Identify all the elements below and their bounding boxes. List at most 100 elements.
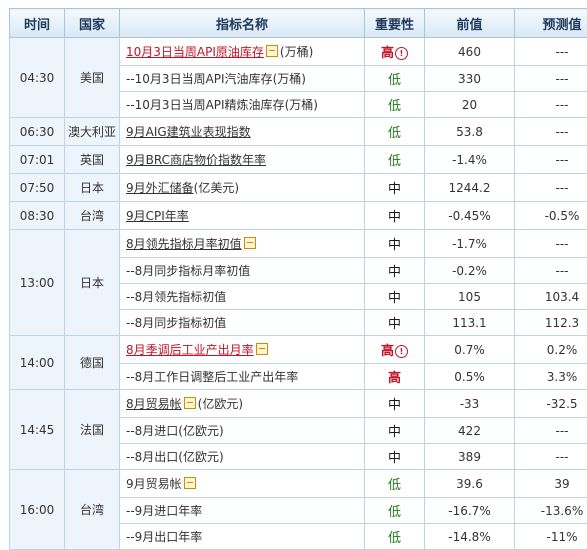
indicator-cell: --9月出口年率: [120, 524, 365, 550]
previous-value: 39.6: [425, 470, 515, 498]
importance-badge: 低: [388, 531, 401, 546]
time-cell: 14:00: [10, 336, 65, 390]
indicator-name-link: --8月同步指标初值: [126, 316, 226, 330]
indicator-cell: --8月领先指标初值: [120, 284, 365, 310]
importance-badge: 低: [388, 126, 401, 141]
importance-badge: 中: [388, 317, 401, 332]
indicator-unit: (亿欧元): [198, 397, 243, 411]
indicator-cell: 9月CPI年率: [120, 202, 365, 230]
previous-value: -0.2%: [425, 258, 515, 284]
forecast-value: ---: [515, 258, 587, 284]
indicator-unit: (万桶): [280, 45, 313, 59]
previous-value: 113.1: [425, 310, 515, 336]
collapse-toggle-icon[interactable]: [184, 397, 196, 409]
country-cell: 德国: [65, 336, 120, 390]
importance-badge: 高: [381, 46, 394, 61]
indicator-cell: --10月3日当周API汽油库存(万桶): [120, 66, 365, 92]
importance-cell: 中: [365, 444, 425, 470]
previous-value: 460: [425, 38, 515, 66]
forecast-value: -13.6%: [515, 498, 587, 524]
importance-cell: 低: [365, 118, 425, 146]
indicator-name-link[interactable]: 9月CPI年率: [126, 209, 189, 223]
previous-value: 389: [425, 444, 515, 470]
importance-cell: 中: [365, 310, 425, 336]
country-cell: 日本: [65, 230, 120, 336]
previous-value: 105: [425, 284, 515, 310]
importance-cell: 高: [365, 364, 425, 390]
indicator-cell: 9月贸易帐: [120, 470, 365, 498]
importance-badge: 中: [388, 238, 401, 253]
indicator-name-link[interactable]: 8月领先指标月率初值: [126, 237, 242, 251]
indicator-name-link[interactable]: 9月AIG建筑业表现指数: [126, 125, 251, 139]
indicator-name-link[interactable]: 10月3日当周API原油库存: [126, 45, 264, 59]
previous-value: 0.7%: [425, 336, 515, 364]
time-cell: 08:30: [10, 202, 65, 230]
indicator-unit: (亿欧元): [178, 450, 223, 464]
importance-cell: 低: [365, 146, 425, 174]
previous-value: 1244.2: [425, 174, 515, 202]
indicator-cell: --10月3日当周API精炼油库存(万桶): [120, 92, 365, 118]
forecast-value: ---: [515, 230, 587, 258]
country-cell: 台湾: [65, 202, 120, 230]
indicator-unit: (亿欧元): [178, 424, 223, 438]
indicator-name-link: --8月工作日调整后工业产出年率: [126, 370, 298, 384]
importance-cell: 低: [365, 92, 425, 118]
header-forecast: 预测值: [515, 9, 587, 38]
indicator-cell: --8月进口(亿欧元): [120, 418, 365, 444]
indicator-cell: 10月3日当周API原油库存 (万桶): [120, 38, 365, 66]
collapse-toggle-icon[interactable]: [244, 237, 256, 249]
collapse-toggle-icon[interactable]: [184, 477, 196, 489]
indicator-cell: 8月领先指标月率初值: [120, 230, 365, 258]
importance-badge: 低: [388, 99, 401, 114]
indicator-cell: 9月AIG建筑业表现指数: [120, 118, 365, 146]
forecast-value: 0.2%: [515, 336, 587, 364]
indicator-name-link[interactable]: 9月外汇储备: [126, 181, 194, 195]
importance-badge: 高: [388, 371, 401, 386]
forecast-value: 103.4: [515, 284, 587, 310]
importance-badge: 中: [388, 451, 401, 466]
indicator-unit: (亿美元): [194, 181, 239, 195]
previous-value: 20: [425, 92, 515, 118]
header-country: 国家: [65, 9, 120, 38]
indicator-name-link[interactable]: 8月季调后工业产出月率: [126, 343, 254, 357]
forecast-value: ---: [515, 418, 587, 444]
time-cell: 07:01: [10, 146, 65, 174]
importance-cell: 低: [365, 470, 425, 498]
country-cell: 法国: [65, 390, 120, 470]
previous-value: -16.7%: [425, 498, 515, 524]
indicator-name-link: --9月进口年率: [126, 504, 202, 518]
indicator-name-link[interactable]: 9月BRC商店物价指数年率: [126, 153, 266, 167]
header-indicator-name: 指标名称: [120, 9, 365, 38]
importance-badge: 中: [388, 291, 401, 306]
importance-badge: 低: [388, 73, 401, 88]
previous-value: -33: [425, 390, 515, 418]
importance-badge: 中: [388, 265, 401, 280]
collapse-toggle-icon[interactable]: [266, 45, 278, 57]
previous-value: 53.8: [425, 118, 515, 146]
previous-value: 0.5%: [425, 364, 515, 390]
country-cell: 台湾: [65, 470, 120, 550]
indicator-unit: (万桶): [285, 98, 318, 112]
collapse-toggle-icon[interactable]: [256, 343, 268, 355]
time-cell: 13:00: [10, 230, 65, 336]
time-cell: 16:00: [10, 470, 65, 550]
indicator-name-link[interactable]: 8月贸易帐: [126, 397, 182, 411]
forecast-value: ---: [515, 118, 587, 146]
importance-cell: 中: [365, 284, 425, 310]
previous-value: 330: [425, 66, 515, 92]
forecast-value: 39: [515, 470, 587, 498]
importance-badge: 低: [388, 505, 401, 520]
importance-badge: 中: [388, 182, 401, 197]
forecast-value: ---: [515, 444, 587, 470]
indicator-name-link: --9月出口年率: [126, 530, 202, 544]
importance-badge: 高: [381, 344, 394, 359]
forecast-value: ---: [515, 38, 587, 66]
importance-cell: 中: [365, 390, 425, 418]
previous-value: -0.45%: [425, 202, 515, 230]
indicator-cell: --9月进口年率: [120, 498, 365, 524]
indicator-cell: --8月出口(亿欧元): [120, 444, 365, 470]
